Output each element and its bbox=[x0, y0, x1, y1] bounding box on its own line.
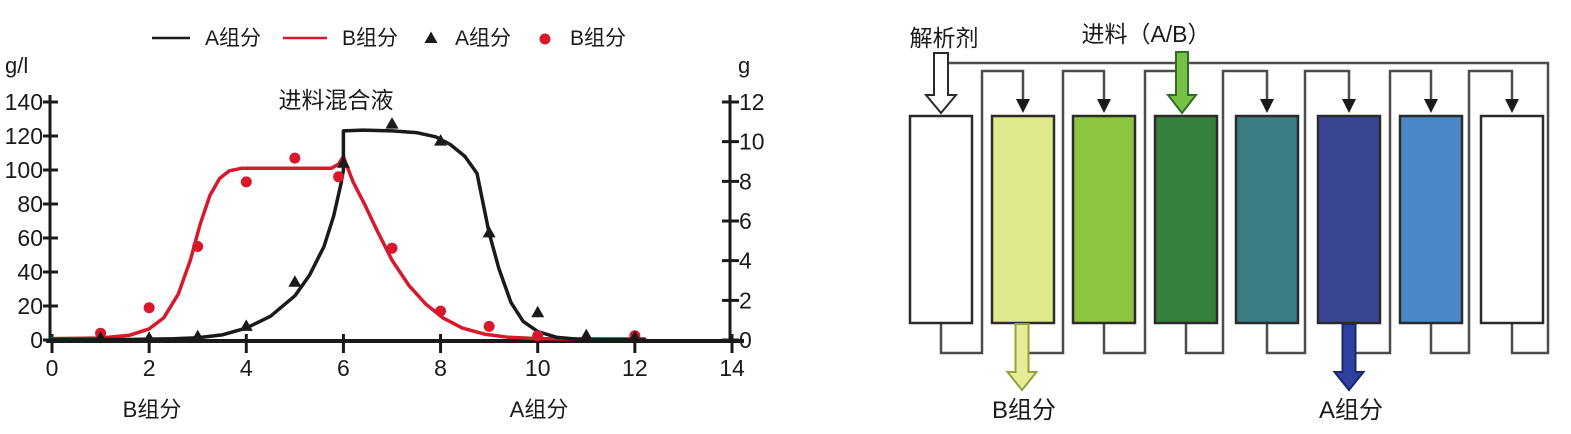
data-point-a-triangle bbox=[579, 328, 593, 341]
data-point-b-dot bbox=[192, 241, 204, 252]
desorbent-label: 解析剂 bbox=[910, 25, 979, 51]
inlet-arrowhead-icon bbox=[1424, 99, 1438, 113]
inlet-arrowhead-icon bbox=[1505, 99, 1519, 113]
smb-column-7 bbox=[1398, 114, 1464, 325]
data-point-a-triangle bbox=[142, 331, 156, 343]
right-tick-label: 4 bbox=[739, 248, 752, 274]
inlet-arrowhead-icon bbox=[1016, 99, 1030, 113]
smb-column-5 bbox=[1234, 114, 1300, 325]
left-tick-label: 60 bbox=[17, 225, 43, 251]
smb-column-6 bbox=[1316, 114, 1382, 325]
x-tick-label: 8 bbox=[434, 355, 447, 381]
x-tick-label: 12 bbox=[622, 355, 648, 381]
left-axis-unit: g/l bbox=[5, 53, 28, 78]
smb-diagram: 解析剂 进料（A/B） B组分 A组分 bbox=[908, 21, 1550, 424]
smb-flow-arrows bbox=[923, 51, 1366, 392]
interconnect-pipe bbox=[1265, 69, 1351, 355]
legend-label: A组分 bbox=[205, 27, 261, 50]
smb-column-4 bbox=[1153, 114, 1219, 325]
right-tick-label: 8 bbox=[739, 168, 752, 194]
right-tick-label: 12 bbox=[739, 89, 765, 115]
inlet-arrowhead-icon bbox=[1097, 99, 1111, 113]
data-point-b-dot bbox=[386, 242, 398, 254]
data-point-b-dot bbox=[532, 330, 544, 342]
curve-component-a bbox=[50, 128, 647, 342]
curve-component-b bbox=[50, 154, 647, 341]
right-tick-label: 0 bbox=[739, 327, 752, 353]
x-axis-label-component-a: A组分 bbox=[510, 397, 569, 422]
interconnect-pipe bbox=[939, 69, 1025, 355]
data-point-a-triangle bbox=[434, 134, 448, 146]
data-point-a-triangle bbox=[239, 319, 253, 331]
chart-axes bbox=[43, 95, 744, 353]
right-tick-label: 2 bbox=[739, 287, 752, 313]
left-tick-label: 0 bbox=[30, 327, 43, 353]
right-axis-unit: g bbox=[738, 53, 750, 78]
inlet-arrowhead-icon bbox=[1260, 99, 1274, 113]
desorbent-arrow-icon bbox=[923, 52, 959, 115]
recycle-pipe bbox=[941, 61, 1550, 355]
data-point-a-triangle bbox=[191, 329, 205, 342]
inlet-arrowhead-icon bbox=[1342, 99, 1356, 113]
x-tick-label: 4 bbox=[240, 355, 253, 381]
chart-curves bbox=[50, 128, 647, 342]
data-point-a-triangle bbox=[482, 225, 496, 238]
x-tick-label: 14 bbox=[719, 355, 745, 381]
feed-arrow-icon bbox=[1165, 51, 1199, 115]
data-point-b-dot bbox=[435, 305, 447, 317]
x-axis-label-component-b: B组分 bbox=[123, 397, 182, 422]
chart-scatter-points bbox=[94, 117, 642, 343]
right-tick-label: 6 bbox=[739, 208, 752, 234]
smb-column-8 bbox=[1479, 114, 1545, 325]
outlet-b-label: B组分 bbox=[992, 397, 1056, 424]
x-tick-label: 2 bbox=[143, 355, 156, 381]
data-point-a-triangle bbox=[288, 275, 302, 287]
data-point-a-triangle bbox=[531, 305, 545, 318]
left-tick-label: 100 bbox=[5, 157, 43, 183]
data-point-b-dot bbox=[289, 152, 301, 164]
data-point-a-triangle bbox=[628, 330, 642, 342]
right-tick-label: 10 bbox=[739, 129, 765, 155]
outlet-a-label: A组分 bbox=[1319, 397, 1383, 424]
legend-triangle-sample bbox=[424, 31, 438, 43]
legend-label: A组分 bbox=[455, 27, 511, 50]
interconnect-pipe bbox=[1184, 69, 1269, 355]
outlet-a-arrow-icon bbox=[1332, 323, 1366, 392]
x-tick-label: 0 bbox=[46, 355, 59, 381]
smb-column-1 bbox=[908, 114, 974, 325]
feed-label: 进料（A/B） bbox=[1081, 21, 1210, 47]
left-tick-label: 120 bbox=[5, 123, 43, 149]
left-tick-label: 20 bbox=[17, 293, 43, 319]
data-point-b-dot bbox=[143, 302, 155, 314]
data-point-a-triangle bbox=[385, 117, 399, 129]
left-tick-label: 80 bbox=[17, 191, 43, 217]
smb-columns bbox=[908, 114, 1545, 325]
interconnect-pipe bbox=[1429, 69, 1514, 355]
data-point-a-triangle bbox=[336, 156, 350, 168]
legend-label: B组分 bbox=[570, 27, 626, 50]
x-tick-label: 6 bbox=[337, 355, 350, 381]
data-point-b-dot bbox=[483, 320, 495, 332]
legend-label: B组分 bbox=[342, 27, 398, 50]
data-point-b-dot bbox=[333, 171, 345, 183]
legend-dot-sample bbox=[539, 33, 551, 45]
x-tick-label: 10 bbox=[525, 355, 551, 381]
smb-column-3 bbox=[1071, 114, 1137, 325]
chart-legend: A组分 B组分 A组分 B组分 bbox=[152, 27, 626, 50]
outlet-b-arrow-icon bbox=[1005, 323, 1039, 392]
left-tick-label: 140 bbox=[5, 89, 43, 115]
smb-pipes bbox=[939, 61, 1550, 355]
smb-column-2 bbox=[990, 114, 1056, 325]
feed-mixture-annotation: 进料混合液 bbox=[279, 87, 394, 113]
data-point-b-dot bbox=[240, 176, 252, 188]
data-point-a-triangle bbox=[94, 331, 108, 343]
left-tick-label: 40 bbox=[17, 259, 43, 285]
